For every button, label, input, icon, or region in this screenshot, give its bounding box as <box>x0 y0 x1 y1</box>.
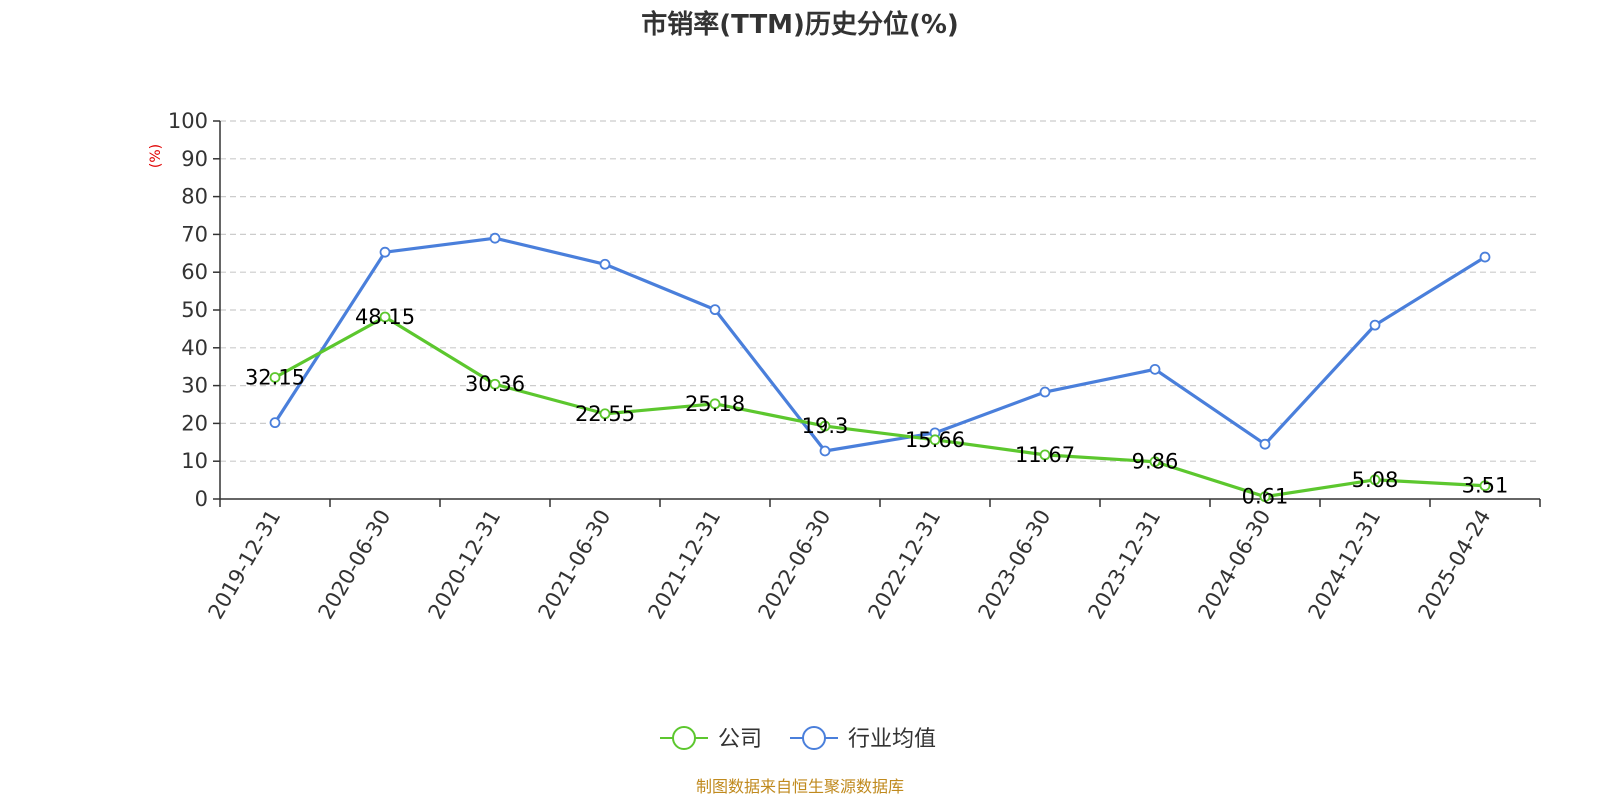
y-tick-label: 70 <box>181 222 208 246</box>
y-tick-label: 40 <box>181 336 208 360</box>
data-label: 25.18 <box>685 392 745 416</box>
data-point <box>379 311 391 323</box>
y-tick-label: 90 <box>181 147 208 171</box>
data-label: 0.61 <box>1242 485 1289 509</box>
legend-item-industry-average[interactable]: 行业均值 <box>790 726 936 752</box>
legend-label: 行业均值 <box>848 727 936 752</box>
data-label: 22.55 <box>575 402 635 426</box>
data-label: 9.86 <box>1132 450 1179 474</box>
x-axis-ticks: 2019-12-31 2020-06-30 2020-12-31 2021-06-30… <box>204 499 1541 624</box>
data-point <box>599 258 611 270</box>
data-point <box>1259 491 1271 503</box>
data-point <box>819 420 831 432</box>
data-label: 30.36 <box>465 372 525 396</box>
data-label: 3.51 <box>1462 474 1509 498</box>
data-point <box>379 246 391 258</box>
data-point <box>489 232 501 244</box>
data-point <box>1149 363 1161 375</box>
x-tick-label: 2024-12-31 <box>1304 506 1386 624</box>
data-point <box>929 434 941 446</box>
legend-marker <box>672 726 696 750</box>
data-point <box>1259 438 1271 450</box>
series-industry-average <box>269 232 1491 457</box>
x-tick-label: 2021-12-31 <box>644 506 726 624</box>
data-point <box>489 378 501 390</box>
y-axis-unit: (%) <box>148 144 164 168</box>
data-point <box>269 372 281 383</box>
x-tick-label: 2022-12-31 <box>864 506 946 624</box>
x-tick-label: 2020-12-31 <box>424 506 506 624</box>
x-tick-label: 2022-06-30 <box>754 506 836 624</box>
x-tick-label: 2024-06-30 <box>1194 506 1276 624</box>
legend-item-company[interactable]: 公司 <box>660 726 762 752</box>
data-point <box>1039 386 1051 398</box>
chart-title: 市销率(TTM)历史分位(%) <box>641 9 959 40</box>
y-tick-label: 50 <box>181 298 208 322</box>
y-tick-label: 30 <box>181 374 208 398</box>
legend[interactable]: 公司 行业均值 <box>660 726 936 752</box>
data-point <box>709 304 721 316</box>
data-label: 15.66 <box>905 428 965 452</box>
y-tick-label: 60 <box>181 260 208 284</box>
data-label: 19.3 <box>802 414 849 438</box>
data-point <box>1479 251 1491 263</box>
series-company <box>269 311 1491 503</box>
x-tick-label: 2025-04-24 <box>1414 506 1496 624</box>
data-label: 5.08 <box>1352 468 1399 492</box>
series-line <box>273 236 1487 453</box>
y-tick-label: 100 <box>168 109 208 133</box>
data-point <box>709 398 721 410</box>
data-label: 11.67 <box>1015 443 1075 467</box>
x-tick-label: 2023-12-31 <box>1084 506 1166 624</box>
x-tick-label: 2019-12-31 <box>204 506 286 624</box>
data-point <box>599 408 611 420</box>
data-point <box>819 445 831 457</box>
data-label: 48.15 <box>355 305 415 329</box>
y-tick-label: 20 <box>181 411 208 435</box>
y-axis-ticks: 0 10 20 30 40 50 60 70 80 90 100 <box>168 109 220 511</box>
series-group <box>269 232 1491 503</box>
data-point <box>1369 474 1381 486</box>
data-label: 32.15 <box>245 365 305 389</box>
data-point <box>1479 480 1491 492</box>
legend-label: 公司 <box>718 727 762 752</box>
source-note: 制图数据来自恒生聚源数据库 <box>696 777 904 796</box>
data-point <box>1039 449 1051 461</box>
x-tick-label: 2023-06-30 <box>974 506 1056 624</box>
y-tick-label: 0 <box>195 487 208 511</box>
series-line <box>273 315 1487 499</box>
x-tick-label: 2020-06-30 <box>314 506 396 624</box>
data-point <box>1369 319 1381 331</box>
data-point <box>1149 456 1161 468</box>
legend-marker <box>802 726 826 750</box>
data-point <box>269 417 281 429</box>
x-tick-label: 2021-06-30 <box>534 506 616 624</box>
data-labels: 32.15 48.15 30.36 22.55 25.18 19.3 15.66 11.67 9… <box>245 305 1508 509</box>
y-tick-label: 10 <box>181 449 208 473</box>
y-tick-label: 80 <box>181 185 208 209</box>
grid-lines <box>220 120 1540 462</box>
